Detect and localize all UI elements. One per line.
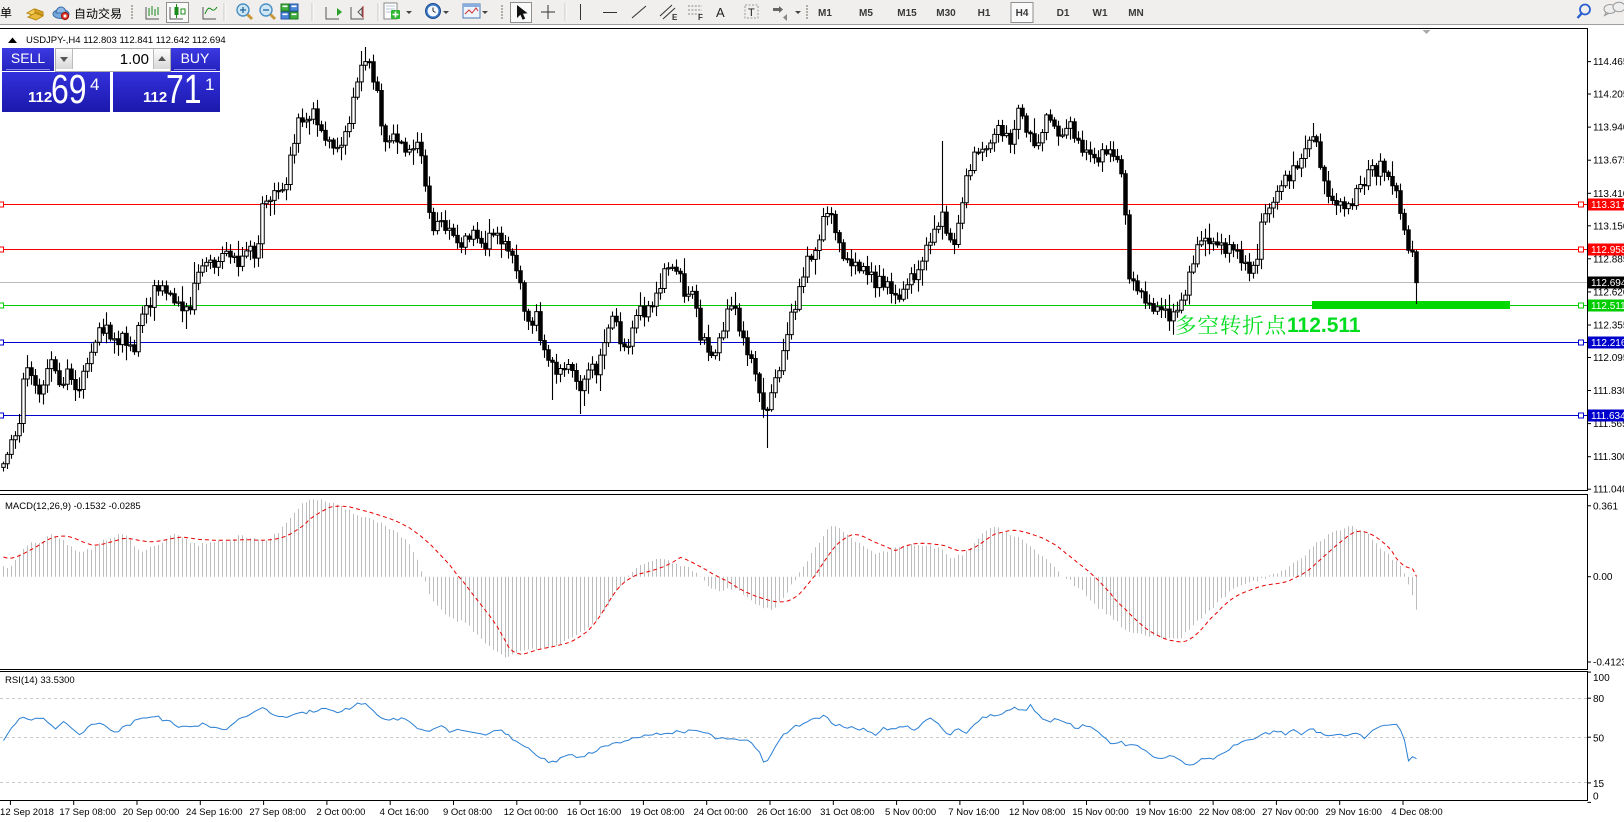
svg-text:111.565: 111.565 — [1593, 419, 1624, 430]
svg-text:12 Nov 08:00: 12 Nov 08:00 — [1009, 807, 1066, 818]
svg-text:114.205: 114.205 — [1593, 90, 1624, 101]
svg-text:MN: MN — [1128, 8, 1144, 19]
svg-text:2 Oct 00:00: 2 Oct 00:00 — [316, 807, 365, 818]
svg-text:112.216: 112.216 — [1591, 338, 1624, 349]
svg-text:113.410: 113.410 — [1593, 189, 1624, 200]
svg-text:22 Nov 08:00: 22 Nov 08:00 — [1199, 807, 1256, 818]
svg-text:4 Oct 16:00: 4 Oct 16:00 — [380, 807, 429, 818]
svg-text:9 Oct 08:00: 9 Oct 08:00 — [443, 807, 492, 818]
svg-text:113.675: 113.675 — [1593, 156, 1624, 167]
svg-text:112.620: 112.620 — [1593, 287, 1624, 298]
svg-text:0: 0 — [1593, 791, 1599, 802]
svg-text:112.885: 112.885 — [1593, 254, 1624, 265]
svg-text:20 Sep 00:00: 20 Sep 00:00 — [123, 807, 180, 818]
svg-text:112.355: 112.355 — [1593, 321, 1624, 332]
svg-text:D1: D1 — [1057, 8, 1070, 19]
svg-text:16 Oct 16:00: 16 Oct 16:00 — [567, 807, 621, 818]
svg-text:MACD(12,26,9) -0.1532 -0.0285: MACD(12,26,9) -0.1532 -0.0285 — [5, 501, 141, 512]
svg-text:113.940: 113.940 — [1593, 123, 1624, 134]
svg-text:7 Nov 16:00: 7 Nov 16:00 — [948, 807, 999, 818]
svg-text:H4: H4 — [1016, 8, 1029, 19]
svg-text:112.095: 112.095 — [1593, 353, 1624, 364]
svg-text:T: T — [748, 7, 755, 19]
svg-text:12 Oct 00:00: 12 Oct 00:00 — [504, 807, 558, 818]
svg-text:RSI(14) 33.5300: RSI(14) 33.5300 — [5, 675, 75, 686]
svg-text:111.040: 111.040 — [1593, 485, 1624, 496]
svg-text:12 Sep 2018: 12 Sep 2018 — [0, 807, 54, 818]
svg-text:15 Nov 00:00: 15 Nov 00:00 — [1072, 807, 1129, 818]
svg-text:112.511: 112.511 — [1287, 314, 1361, 337]
svg-text:112.958: 112.958 — [1591, 245, 1624, 256]
svg-text:M15: M15 — [897, 8, 917, 19]
svg-text:5 Nov 00:00: 5 Nov 00:00 — [885, 807, 936, 818]
svg-text:111.830: 111.830 — [1593, 386, 1624, 397]
svg-text:50: 50 — [1593, 733, 1605, 744]
svg-text:24 Oct 00:00: 24 Oct 00:00 — [693, 807, 747, 818]
svg-text:112.511: 112.511 — [1591, 301, 1624, 312]
svg-text:100: 100 — [1593, 673, 1610, 684]
svg-text:31 Oct 08:00: 31 Oct 08:00 — [820, 807, 874, 818]
svg-text:17 Sep 08:00: 17 Sep 08:00 — [59, 807, 116, 818]
svg-text:F: F — [698, 13, 703, 22]
svg-text:M5: M5 — [859, 8, 873, 19]
svg-text:-0.4123: -0.4123 — [1593, 658, 1624, 669]
svg-text:A: A — [716, 5, 725, 20]
svg-text:114.465: 114.465 — [1593, 57, 1624, 68]
svg-text:USDJPY-,H4 112.803 112.841 11: USDJPY-,H4 112.803 112.841 112.642 112.6… — [26, 35, 226, 46]
svg-text:4 Dec 08:00: 4 Dec 08:00 — [1391, 807, 1442, 818]
svg-text:111.300: 111.300 — [1593, 452, 1624, 463]
svg-text:0.00: 0.00 — [1593, 572, 1613, 583]
svg-text:27 Nov 00:00: 27 Nov 00:00 — [1262, 807, 1319, 818]
svg-text:M1: M1 — [818, 8, 832, 19]
svg-text:24 Sep 16:00: 24 Sep 16:00 — [186, 807, 243, 818]
svg-text:0.361: 0.361 — [1593, 501, 1618, 512]
svg-text:15: 15 — [1593, 779, 1605, 790]
svg-text:26 Oct 16:00: 26 Oct 16:00 — [757, 807, 811, 818]
svg-text:M30: M30 — [936, 8, 956, 19]
svg-text:112.694: 112.694 — [1591, 278, 1624, 289]
svg-text:29 Nov 16:00: 29 Nov 16:00 — [1325, 807, 1382, 818]
svg-text:27 Sep 08:00: 27 Sep 08:00 — [249, 807, 306, 818]
svg-text:19 Nov 16:00: 19 Nov 16:00 — [1136, 807, 1193, 818]
svg-text:80: 80 — [1593, 694, 1605, 705]
svg-text:111.634: 111.634 — [1591, 411, 1624, 422]
svg-text:E: E — [672, 13, 678, 22]
svg-text:19 Oct 08:00: 19 Oct 08:00 — [630, 807, 684, 818]
svg-text:H1: H1 — [978, 8, 991, 19]
svg-text:113.317: 113.317 — [1591, 200, 1624, 211]
svg-text:W1: W1 — [1093, 8, 1108, 19]
svg-text:113.150: 113.150 — [1593, 221, 1624, 232]
